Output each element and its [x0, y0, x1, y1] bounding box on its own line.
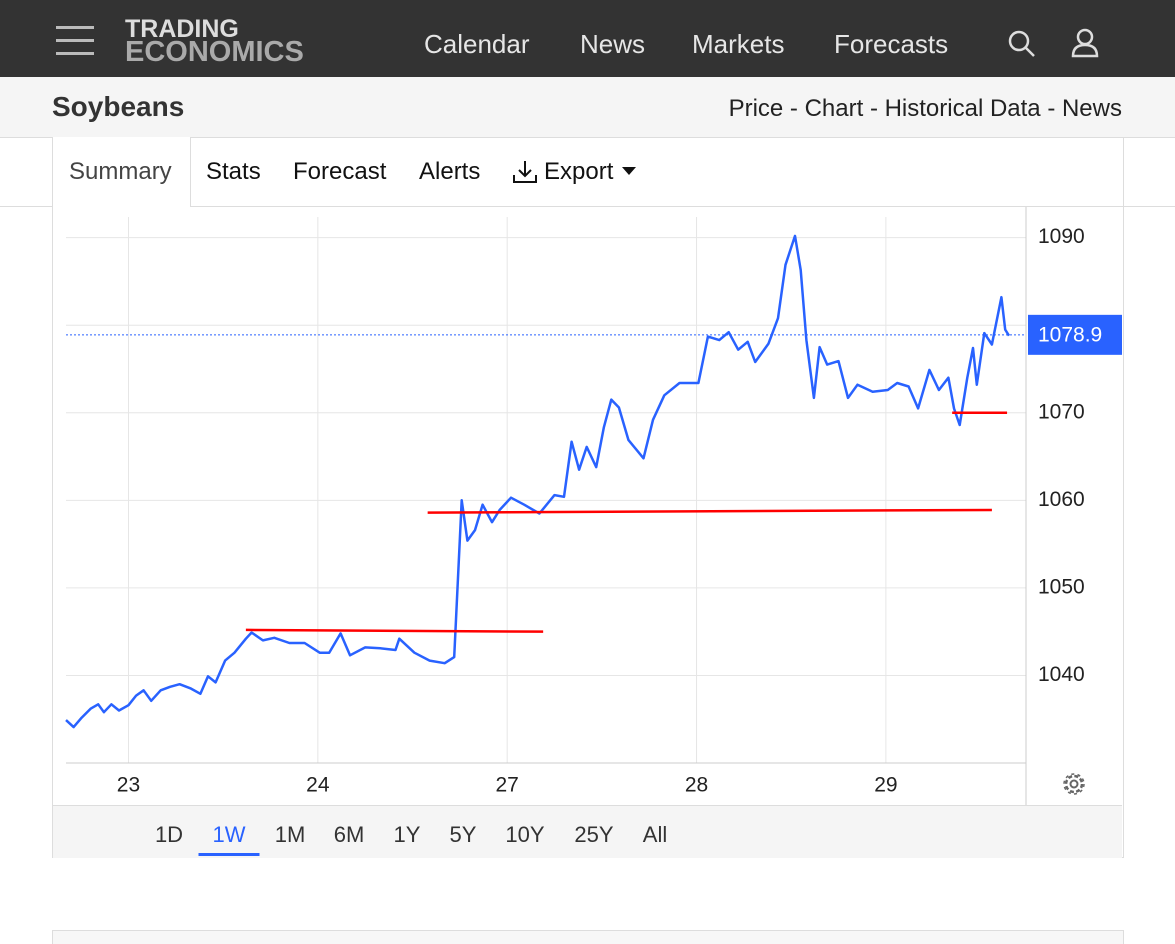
last-value-label: 1078.9 [1038, 323, 1102, 346]
y-tick-label: 1040 [1038, 663, 1085, 686]
menu-icon[interactable] [56, 26, 94, 56]
settings-icon[interactable] [1063, 773, 1085, 795]
tab[interactable]: Forecast [293, 158, 387, 185]
search-icon[interactable] [1007, 29, 1037, 59]
y-tick-label: 1060 [1038, 488, 1085, 511]
tab[interactable]: Alerts [419, 158, 481, 185]
range-button[interactable]: 25Y [574, 822, 614, 847]
tab[interactable]: Stats [206, 158, 261, 185]
last-value-box [1028, 314, 1122, 355]
chart: 10401050106010701080109023242728291078.9 [65, 207, 1122, 805]
range-button[interactable]: 1Y [393, 822, 421, 847]
range-button[interactable]: 1W [198, 822, 260, 856]
nav-link[interactable]: News [580, 29, 646, 59]
top-bar: TRADING ECONOMICS Calendar News Markets F… [0, 0, 1175, 77]
trend-line [245, 628, 544, 633]
tab[interactable]: Summary [69, 158, 172, 185]
next-panel [52, 930, 1124, 944]
range-button[interactable]: 5Y [449, 822, 477, 847]
y-tick-label: 1090 [1038, 225, 1085, 248]
logo[interactable]: TRADING ECONOMICS [125, 15, 304, 68]
logo-line: ECONOMICS [125, 36, 304, 68]
range-button[interactable]: 6M [333, 822, 365, 847]
dropdown-caret [622, 167, 636, 175]
x-tick-label: 23 [117, 774, 140, 797]
trend-line [427, 508, 992, 514]
nav-link[interactable]: Markets [692, 29, 785, 59]
y-tick-label: 1050 [1038, 575, 1085, 598]
tab[interactable]: Export [544, 158, 614, 185]
x-tick-label: 28 [685, 774, 708, 797]
user-icon[interactable] [1070, 28, 1100, 58]
header-links[interactable]: Price - Chart - Historical Data - News [728, 95, 1122, 122]
range-bar [53, 805, 1122, 858]
download-icon [513, 161, 537, 183]
active-tab [52, 137, 191, 207]
x-tick-label: 29 [874, 774, 897, 797]
range-button[interactable]: 10Y [505, 822, 545, 847]
tab-divider [0, 206, 1175, 207]
sub-header: Soybeans Price - Chart - Historical Data… [0, 77, 1175, 138]
range-button[interactable]: 1M [274, 822, 306, 847]
logo-line: TRADING [125, 15, 239, 43]
nav-link[interactable]: Calendar [424, 29, 530, 59]
nav-link[interactable]: Forecasts [834, 29, 949, 59]
x-tick-label: 27 [496, 774, 519, 797]
page-title: Soybeans [52, 91, 185, 122]
price-line [65, 234, 1011, 729]
x-tick-label: 24 [306, 774, 330, 797]
y-tick-label: 1070 [1038, 400, 1085, 423]
range-button[interactable]: 1D [154, 822, 184, 847]
range-button[interactable]: All [642, 822, 668, 847]
